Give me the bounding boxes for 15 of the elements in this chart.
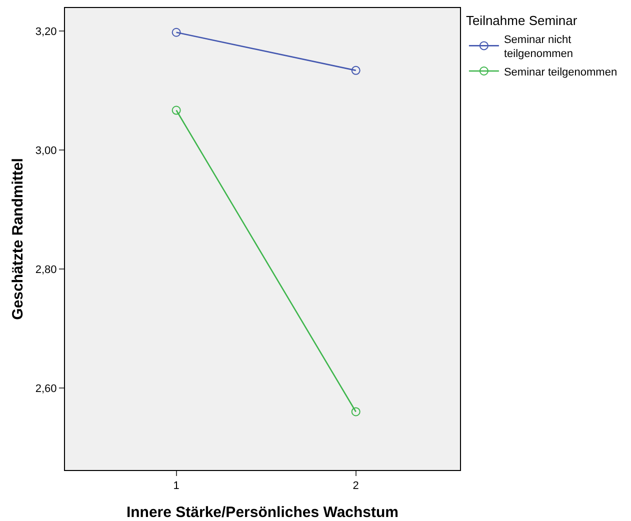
x-axis-title: Innere Stärke/Persönliches Wachstum — [126, 504, 399, 521]
y-axis-title: Geschätzte Randmittel — [10, 158, 27, 320]
y-tick-label: 3,00 — [35, 144, 57, 157]
point — [351, 407, 360, 416]
legend-title: Teilnahme Seminar — [466, 12, 578, 28]
legend-label: Seminar teilgenommen — [504, 66, 618, 78]
y-tick-label: 2,80 — [35, 264, 57, 276]
y-tick-label: 2,60 — [35, 382, 57, 395]
y-tick-label: 3,20 — [35, 26, 57, 38]
point — [172, 28, 181, 37]
point — [172, 106, 181, 115]
point — [351, 66, 360, 75]
x-tick-label: 1 — [173, 480, 180, 492]
x-tick-label: 2 — [352, 480, 359, 492]
legend-label: Seminar nicht teilgenommen — [504, 34, 574, 60]
